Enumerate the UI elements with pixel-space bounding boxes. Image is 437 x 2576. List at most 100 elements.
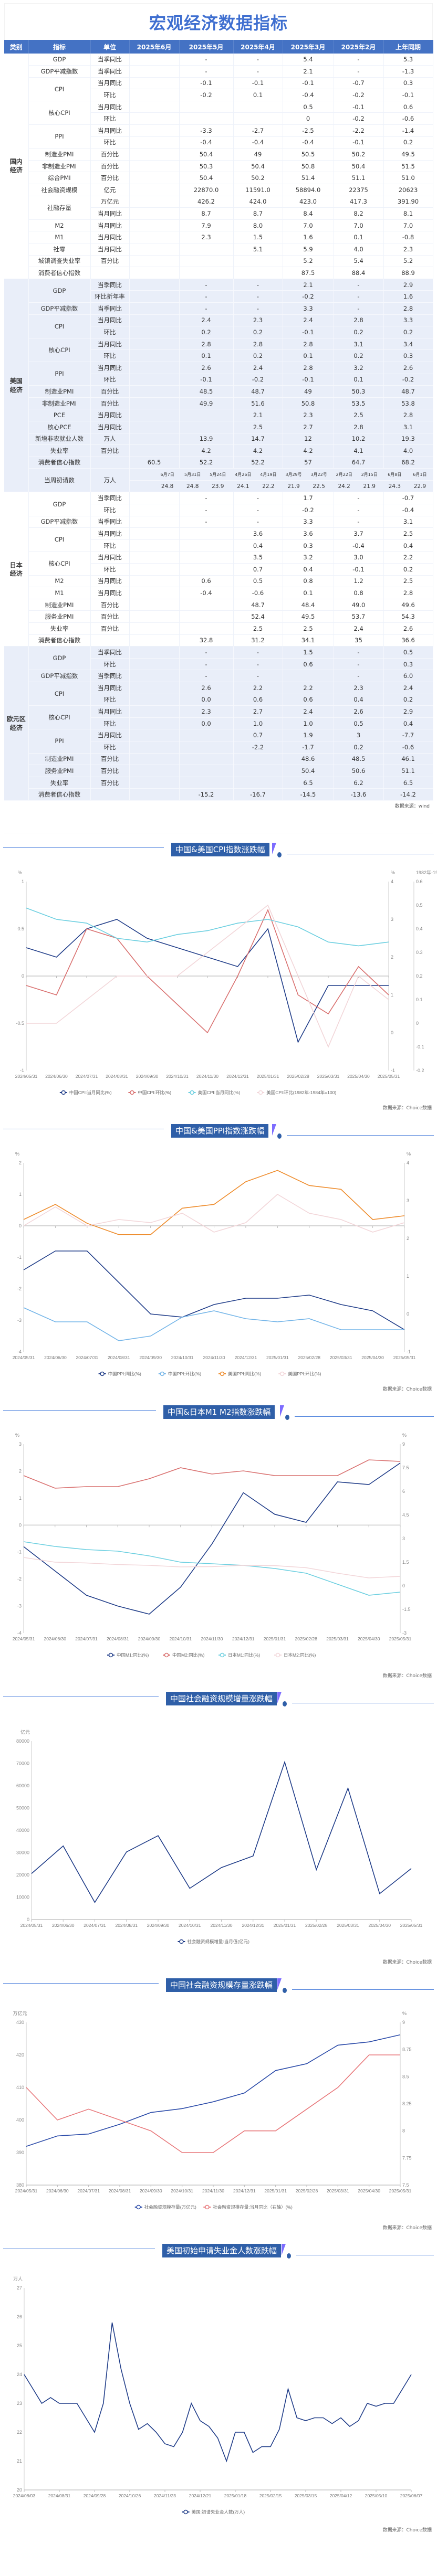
- indicator-cell: 社会融资规模: [28, 184, 91, 196]
- right1-tick-label: 7.5: [402, 2182, 409, 2188]
- unit-cell: 环比: [90, 136, 130, 149]
- value-cell: 50.3: [179, 160, 234, 173]
- value-cell: -: [334, 290, 384, 303]
- value-cell: 2.8: [383, 302, 433, 315]
- x-tick-label: 2025/02/28: [298, 1355, 320, 1360]
- value-cell: [129, 717, 180, 730]
- claims-value: 23.9: [212, 483, 224, 490]
- left-tick-label: 410: [16, 2085, 24, 2090]
- x-tick-label: 2025/05/10: [365, 2493, 388, 2498]
- column-header: 2025年6月: [129, 40, 180, 54]
- value-cell: 50.4: [179, 148, 234, 161]
- x-tick-label: 2024/09/30: [147, 1923, 170, 1928]
- value-cell: -0.6: [383, 741, 433, 754]
- series-line-3: [26, 904, 389, 1048]
- legend-marker-circle: [275, 1652, 280, 1658]
- indicator-cell: 消费者信心指数: [28, 457, 91, 469]
- value-cell: 1.0: [283, 717, 334, 730]
- unit-cell: 当月同比: [90, 338, 130, 351]
- value-cell: -0.2: [383, 374, 433, 386]
- value-cell: 2.1: [283, 65, 334, 78]
- value-cell: -: [334, 492, 384, 505]
- legend-label: 社会融资规模存量:当月同比（右轴）(%): [213, 2204, 293, 2210]
- left-tick-label: -1: [17, 1550, 22, 1555]
- claims-value: 24.8: [186, 483, 199, 490]
- value-cell: [233, 101, 283, 113]
- unit-cell: 万亿元: [90, 196, 130, 208]
- value-cell: 3: [334, 729, 384, 741]
- value-cell: 0.2: [383, 694, 433, 706]
- chart-svg: %3210-1-2-3-4%97.564.531.50-1.5-32024/05…: [13, 1433, 412, 1658]
- value-cell: 2.5: [383, 575, 433, 588]
- legend-label: 美国:初请失业金人数(万人): [192, 2509, 245, 2515]
- left-tick-label: 20: [17, 2487, 22, 2493]
- table-row: 服务业PMI 百分比 52.4 49.5 53.7 54.3: [4, 610, 433, 623]
- unit-cell: 环比折年率: [90, 290, 130, 303]
- x-tick-label: 2025/03/15: [295, 2493, 317, 2498]
- value-cell: 58894.0: [283, 184, 334, 196]
- series-line-1: [26, 908, 389, 1034]
- value-cell: [233, 255, 283, 268]
- value-cell: 424.0: [233, 196, 283, 208]
- value-cell: 4.2: [283, 444, 334, 457]
- value-cell: [129, 374, 180, 386]
- x-tick-label: 2024/05/31: [15, 1074, 38, 1079]
- series-line-2: [26, 907, 389, 947]
- value-cell: 0.1: [334, 374, 384, 386]
- value-cell: 4.0: [383, 444, 433, 457]
- section-title: 中国&日本M1 M2指数涨跌幅: [163, 1405, 275, 1419]
- value-cell: 0.5: [334, 717, 384, 730]
- value-cell: 2.4: [179, 314, 234, 327]
- series-line-0: [23, 1250, 405, 1330]
- table-row: 制造业PMI 百分比 50.4 49 50.5 50.2 49.5: [4, 148, 433, 161]
- indicator-cell: 核心CPI: [28, 705, 91, 730]
- x-tick-label: 2025/04/30: [361, 1355, 384, 1360]
- left-tick-label: 1: [22, 879, 24, 884]
- category-cell: 日本 经济: [4, 492, 29, 647]
- value-cell: [233, 765, 283, 777]
- value-cell: 8.0: [233, 219, 283, 232]
- section-title: 中国社会融资规模增量涨跌幅: [166, 1691, 277, 1705]
- indicator-cell: 核心PCE: [28, 421, 91, 433]
- legend-marker-circle: [205, 2204, 210, 2210]
- legend-marker-circle: [258, 1090, 263, 1095]
- value-cell: 2.3: [179, 231, 234, 243]
- value-cell: 3.0: [334, 551, 384, 564]
- value-cell: 0.7: [233, 729, 283, 741]
- value-cell: 5.2: [383, 255, 433, 268]
- value-cell: [129, 54, 180, 66]
- right1-tick-label: 4: [391, 879, 393, 884]
- unit-cell: 环比: [90, 741, 130, 754]
- value-cell: 50.8: [283, 397, 334, 410]
- value-cell: [129, 551, 180, 564]
- table-row: CPI 当月同比 2.4 2.3 2.4 2.8 3.3: [4, 314, 433, 338]
- value-cell: 0.1: [233, 89, 283, 101]
- spacer: [130, 481, 155, 492]
- indicator-cell: 制造业PMI: [28, 599, 91, 611]
- value-cell: -: [233, 65, 283, 78]
- value-cell: 57: [283, 457, 334, 469]
- title-area: 宏观经济数据指标: [4, 3, 433, 40]
- table-row: M1 当月同比 -0.4 -0.6 0.1 0.8 2.8: [4, 587, 433, 599]
- value-cell: 53.8: [383, 397, 433, 410]
- table-row: CPI 当月同比 3.6 3.6 3.7 2.5: [4, 527, 433, 552]
- value-cell: -: [334, 670, 384, 682]
- x-tick-label: 2024/11/23: [154, 2493, 176, 2498]
- x-tick-label: 2024/05/31: [20, 1923, 43, 1928]
- value-cell: -0.4: [283, 89, 334, 101]
- claims-date: 2月15日: [361, 472, 378, 477]
- value-cell: 0: [283, 112, 334, 125]
- left-tick-label: 400: [16, 2117, 24, 2123]
- value-cell: 34.1: [283, 634, 334, 647]
- unit-cell: 百分比: [90, 148, 130, 161]
- value-cell: [233, 777, 283, 789]
- value-cell: 50.6: [334, 765, 384, 777]
- value-cell: 35: [334, 634, 384, 647]
- value-cell: -0.2: [334, 89, 384, 101]
- legend-label: 中国PPI:环比(%): [168, 1371, 201, 1376]
- left-tick-label: 50000: [16, 1805, 29, 1810]
- value-cell: -: [334, 504, 384, 516]
- indicator-cell: 新增非农就业人数: [28, 433, 91, 446]
- value-cell: [129, 599, 180, 611]
- x-tick-label: 2024/12/31: [232, 1636, 255, 1641]
